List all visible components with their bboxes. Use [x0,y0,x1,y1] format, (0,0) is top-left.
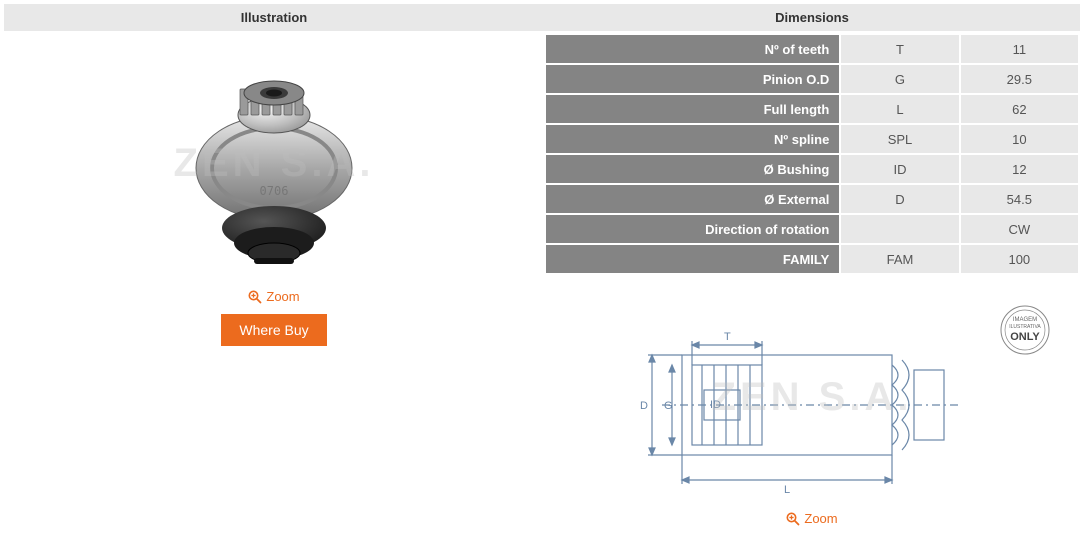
dim-symbol: ID [841,155,958,183]
dim-value: 29.5 [961,65,1078,93]
svg-text:IMAGEM: IMAGEM [1013,317,1037,323]
dim-value: 11 [961,35,1078,63]
dim-label: Full length [546,95,839,123]
dim-label: Ø Bushing [546,155,839,183]
table-row: Nº splineSPL10 [546,125,1078,153]
table-row: Ø ExternalD54.5 [546,185,1078,213]
where-buy-button[interactable]: Where Buy [221,314,326,346]
zoom-label: Zoom [266,289,299,304]
dimensions-column: Dimensions Nº of teethT11Pinion O.DG29.5… [544,4,1080,526]
dim-label: Nº spline [546,125,839,153]
table-row: Nº of teethT11 [546,35,1078,63]
dim-symbol: FAM [841,245,958,273]
zoom-label: Zoom [804,511,837,526]
dim-value: 12 [961,155,1078,183]
dim-value: 10 [961,125,1078,153]
dim-symbol: T [841,35,958,63]
dim-symbol: D [841,185,958,213]
dim-label: FAMILY [546,245,839,273]
dim-label: Pinion O.D [546,65,839,93]
technical-diagram-wrap: D G ID T L IMAGEM ILUSTRATIVA ONLY ZEN S… [544,305,1080,526]
dim-value: 100 [961,245,1078,273]
table-row: Full lengthL62 [546,95,1078,123]
dim-label: Direction of rotation [546,215,839,243]
dim-label: Nº of teeth [546,35,839,63]
dim-value: CW [961,215,1078,243]
diagram-label-G: G [664,400,673,412]
dim-symbol [841,215,958,243]
illustration-header: Illustration [4,4,544,31]
product-spec-container: Illustration [0,0,1084,530]
dim-symbol: SPL [841,125,958,153]
only-badge: IMAGEM ILUSTRATIVA ONLY [990,305,1060,355]
diagram-label-ID: ID [710,399,721,411]
dim-value: 54.5 [961,185,1078,213]
diagram-label-D: D [640,400,648,412]
zoom-icon [248,290,262,304]
product-image: 0706 [144,43,404,283]
dimensions-table: Nº of teethT11Pinion O.DG29.5Full length… [544,33,1080,275]
zoom-icon [786,512,800,526]
technical-diagram: D G ID T L [602,305,1022,505]
table-row: Pinion O.DG29.5 [546,65,1078,93]
dimensions-header: Dimensions [544,4,1080,31]
zoom-link-diagram[interactable]: Zoom [786,511,837,526]
zoom-link-product[interactable]: Zoom [248,289,299,304]
table-row: FAMILYFAM100 [546,245,1078,273]
diagram-label-T: T [724,331,731,343]
dim-label: Ø External [546,185,839,213]
dim-symbol: L [841,95,958,123]
product-image-wrap: 0706 [4,33,544,346]
dim-value: 62 [961,95,1078,123]
svg-text:ONLY: ONLY [1010,331,1040,343]
svg-text:ILUSTRATIVA: ILUSTRATIVA [1009,324,1041,330]
table-row: Direction of rotation CW [546,215,1078,243]
dim-symbol: G [841,65,958,93]
illustration-column: Illustration [4,4,544,526]
svg-text:0706: 0706 [260,184,289,198]
diagram-label-L: L [784,484,790,496]
table-row: Ø BushingID12 [546,155,1078,183]
